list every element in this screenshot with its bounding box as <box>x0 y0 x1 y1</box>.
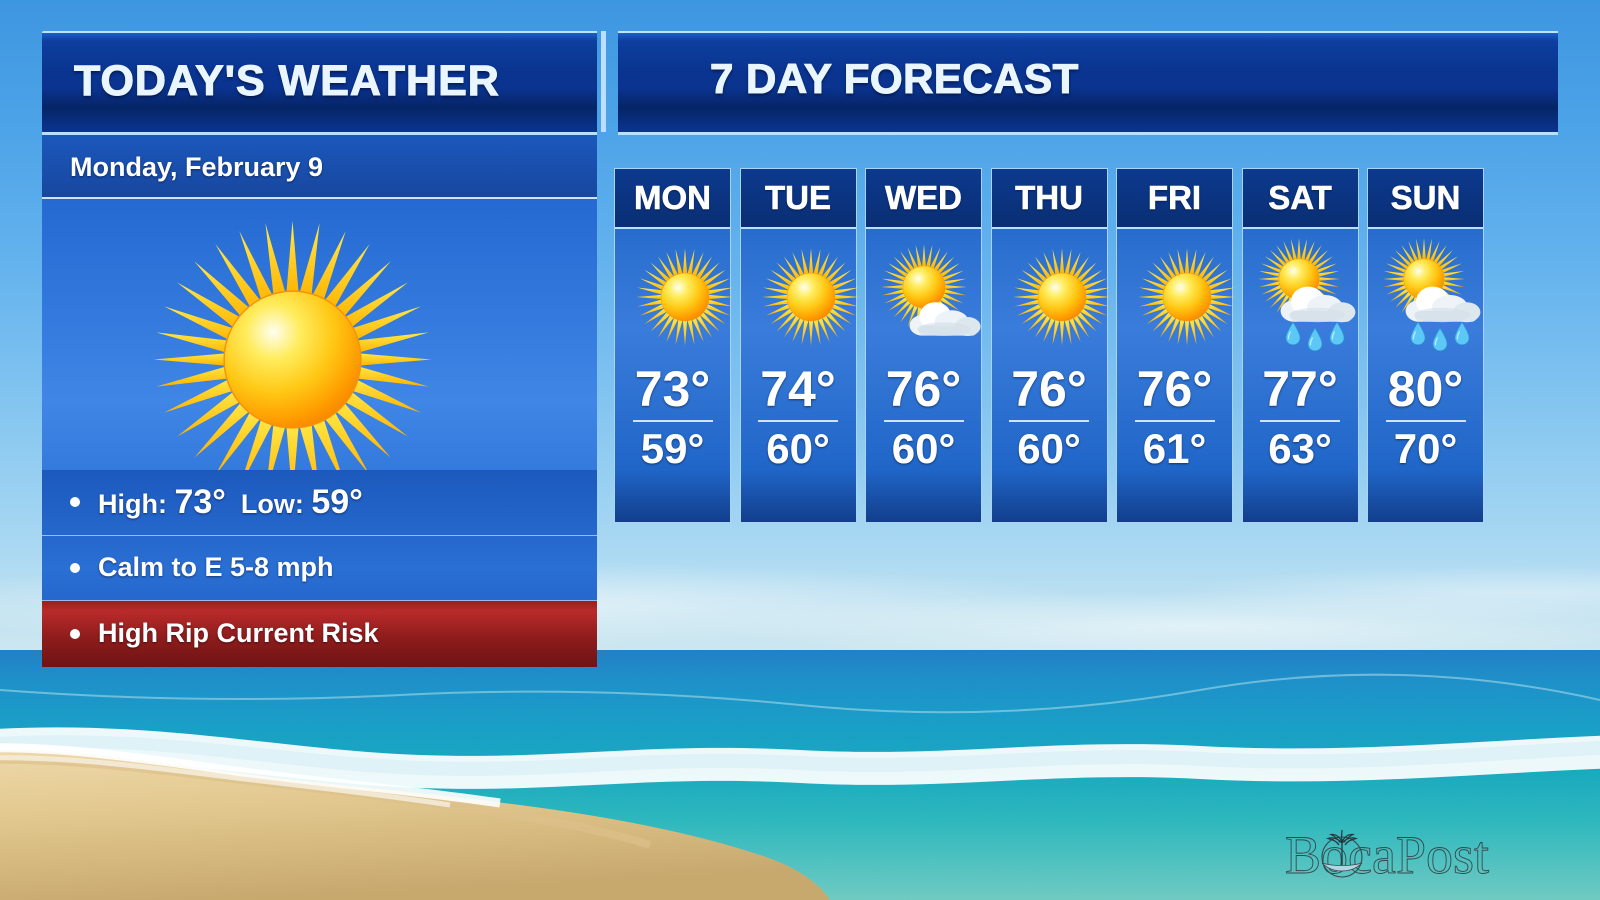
svg-text:BocaPost: BocaPost <box>1285 825 1489 885</box>
